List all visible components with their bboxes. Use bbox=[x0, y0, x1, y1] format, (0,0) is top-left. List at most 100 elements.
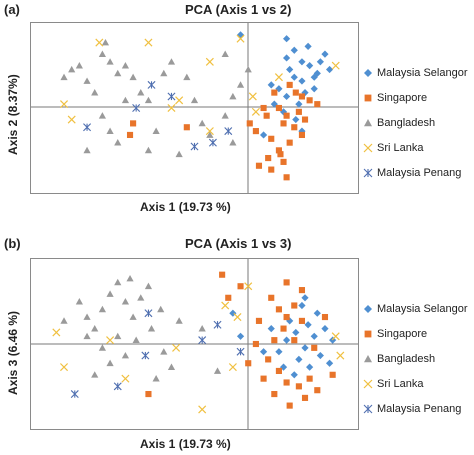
data-point-malaysia-penang bbox=[213, 320, 222, 329]
legend-item-bangladesh: Bangladesh bbox=[362, 110, 474, 135]
data-point-malaysia-selangor bbox=[236, 31, 245, 39]
data-point-malaysia-selangor bbox=[321, 325, 329, 333]
data-point-sri-lanka bbox=[205, 127, 214, 136]
data-point-singapore bbox=[255, 317, 263, 324]
data-point-malaysia-penang bbox=[144, 309, 153, 318]
panel-b-x-axis-label: Axis 1 (19.73 %) bbox=[140, 437, 231, 451]
diamond-marker-icon bbox=[364, 304, 372, 313]
data-point-malaysia-selangor bbox=[316, 58, 324, 66]
data-point-singapore bbox=[295, 383, 302, 390]
data-point-malaysia-selangor bbox=[259, 348, 268, 356]
legend-label: Malaysia Selangor bbox=[377, 302, 468, 315]
data-point-singapore bbox=[219, 271, 226, 278]
x-marker-icon bbox=[363, 143, 373, 152]
data-point-malaysia-selangor bbox=[321, 50, 329, 58]
data-point-bangladesh bbox=[137, 89, 145, 96]
data-point-malaysia-selangor bbox=[267, 325, 275, 333]
data-point-bangladesh bbox=[147, 325, 156, 332]
data-point-singapore bbox=[271, 89, 278, 96]
data-point-malaysia-selangor bbox=[267, 81, 275, 89]
data-point-malaysia-penang bbox=[147, 80, 156, 89]
data-point-bangladesh bbox=[121, 62, 130, 69]
data-point-bangladesh bbox=[83, 146, 91, 154]
data-point-malaysia-penang bbox=[70, 390, 79, 399]
data-point-bangladesh bbox=[198, 119, 206, 127]
data-point-bangladesh bbox=[91, 371, 99, 378]
panel-a-letter: (a) bbox=[4, 2, 20, 17]
data-point-singapore bbox=[329, 371, 336, 378]
legend-item-sri-lanka: Sri Lanka bbox=[362, 371, 474, 396]
data-point-singapore bbox=[286, 81, 293, 88]
data-point-malaysia-selangor bbox=[304, 321, 312, 329]
data-point-bangladesh bbox=[106, 359, 114, 367]
data-point-malaysia-penang bbox=[113, 382, 122, 391]
legend-label: Malaysia Selangor bbox=[377, 66, 468, 79]
data-point-malaysia-penang bbox=[132, 104, 141, 112]
data-point-malaysia-selangor bbox=[290, 371, 298, 379]
data-point-singapore bbox=[275, 306, 282, 313]
data-point-bangladesh bbox=[75, 298, 83, 305]
data-point-malaysia-selangor bbox=[290, 73, 298, 81]
data-point-singapore bbox=[183, 124, 190, 131]
data-point-sri-lanka bbox=[60, 100, 69, 109]
data-point-singapore bbox=[268, 166, 275, 173]
asterisk-marker-icon bbox=[363, 168, 373, 177]
data-point-singapore bbox=[268, 135, 275, 142]
data-point-bangladesh bbox=[106, 290, 114, 297]
data-point-singapore bbox=[292, 89, 299, 96]
data-point-bangladesh bbox=[144, 282, 153, 290]
legend-label: Bangladesh bbox=[377, 116, 436, 129]
data-point-bangladesh bbox=[229, 92, 237, 100]
data-point-malaysia-selangor bbox=[325, 359, 334, 367]
data-point-sri-lanka bbox=[52, 328, 61, 337]
square-marker-icon bbox=[364, 94, 372, 101]
data-point-malaysia-selangor bbox=[316, 351, 324, 360]
data-point-bangladesh bbox=[98, 112, 106, 119]
data-point-singapore bbox=[314, 101, 321, 108]
data-point-singapore bbox=[280, 158, 287, 165]
data-point-bangladesh bbox=[157, 305, 165, 313]
data-point-malaysia-penang bbox=[224, 127, 233, 136]
data-point-singapore bbox=[271, 390, 278, 398]
data-point-singapore bbox=[283, 313, 290, 321]
data-point-singapore bbox=[295, 108, 302, 115]
data-point-singapore bbox=[306, 97, 313, 104]
legend-item-sri-lanka: Sri Lanka bbox=[362, 135, 474, 160]
data-point-sri-lanka bbox=[198, 405, 207, 414]
data-point-singapore bbox=[311, 344, 318, 351]
data-point-bangladesh bbox=[68, 65, 76, 73]
data-point-singapore bbox=[298, 287, 306, 294]
data-point-bangladesh bbox=[206, 131, 214, 138]
legend-item-singapore: Singapore bbox=[362, 321, 474, 346]
data-point-sri-lanka bbox=[172, 343, 181, 352]
data-point-sri-lanka bbox=[244, 282, 253, 291]
data-point-bangladesh bbox=[114, 278, 122, 286]
data-point-malaysia-selangor bbox=[290, 46, 298, 54]
data-point-malaysia-selangor bbox=[298, 58, 306, 66]
data-point-bangladesh bbox=[229, 139, 237, 146]
data-point-singapore bbox=[271, 337, 278, 344]
data-point-singapore bbox=[255, 162, 263, 169]
square-marker-icon bbox=[364, 330, 372, 337]
data-point-sri-lanka bbox=[233, 313, 242, 322]
data-point-bangladesh bbox=[83, 77, 91, 84]
data-point-malaysia-selangor bbox=[236, 332, 245, 340]
data-point-bangladesh bbox=[101, 38, 110, 46]
data-point-bangladesh bbox=[114, 332, 122, 340]
data-point-singapore bbox=[275, 367, 282, 375]
legend-label: Malaysia Penang bbox=[377, 402, 462, 415]
panel-b-letter: (b) bbox=[4, 236, 21, 251]
data-point-malaysia-selangor bbox=[292, 115, 300, 124]
data-point-singapore bbox=[252, 340, 259, 348]
data-point-singapore bbox=[280, 325, 287, 332]
data-point-bangladesh bbox=[98, 344, 106, 351]
panel-b-plot-area bbox=[31, 259, 358, 429]
asterisk-marker-icon bbox=[363, 404, 373, 413]
data-point-singapore bbox=[277, 151, 284, 158]
data-point-bangladesh bbox=[106, 127, 114, 134]
data-point-bangladesh bbox=[91, 89, 99, 96]
data-point-bangladesh bbox=[121, 96, 130, 104]
legend-label: Sri Lanka bbox=[377, 141, 424, 154]
data-point-singapore bbox=[291, 302, 298, 309]
